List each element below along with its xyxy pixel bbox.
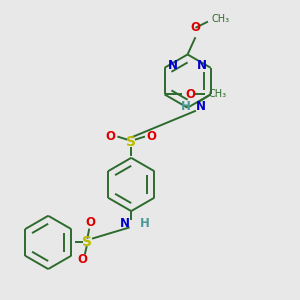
Text: N: N (197, 59, 207, 72)
Text: S: S (126, 135, 136, 149)
Text: O: O (78, 253, 88, 266)
Text: O: O (185, 88, 195, 101)
Text: N: N (168, 59, 178, 72)
Text: H: H (140, 217, 150, 230)
Text: H: H (180, 100, 190, 113)
Text: N: N (120, 217, 130, 230)
Text: N: N (196, 100, 206, 113)
Text: CH₃: CH₃ (208, 89, 226, 99)
Text: O: O (106, 130, 116, 143)
Text: S: S (82, 236, 92, 249)
Text: O: O (147, 130, 157, 143)
Text: O: O (85, 215, 95, 229)
Text: O: O (190, 21, 200, 34)
Text: CH₃: CH₃ (211, 14, 229, 24)
